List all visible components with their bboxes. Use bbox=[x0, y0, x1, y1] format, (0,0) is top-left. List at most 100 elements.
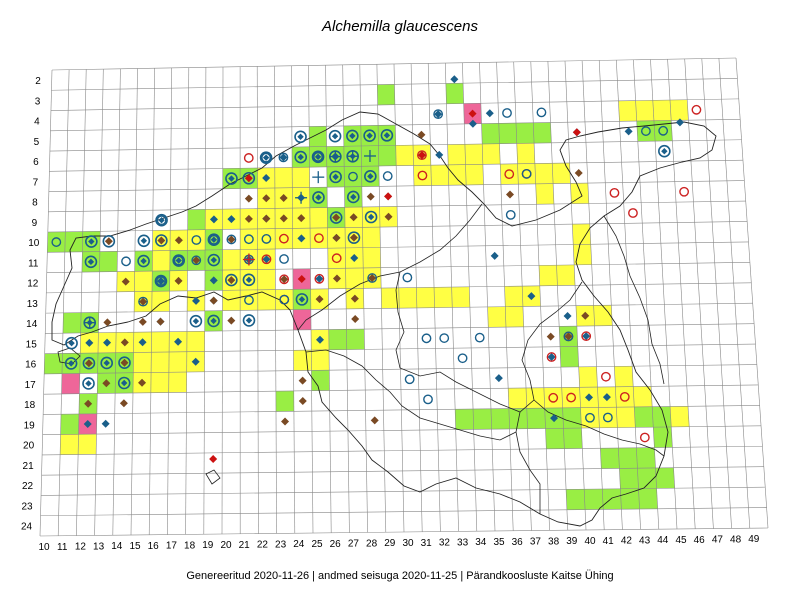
grid-line-v bbox=[148, 68, 155, 535]
row-label: 10 bbox=[28, 238, 40, 249]
grid-line-v bbox=[667, 59, 696, 529]
cell-yellow bbox=[447, 144, 466, 165]
diamond-brown-symbol bbox=[350, 294, 359, 303]
circle-red-symbol bbox=[639, 432, 650, 443]
cell-yellow bbox=[152, 250, 171, 272]
circle-blue-symbol bbox=[121, 256, 131, 267]
cell-yellow bbox=[222, 249, 241, 271]
cell-green bbox=[584, 489, 604, 510]
diamond-brown-symbol bbox=[564, 332, 573, 341]
inner-border-5 bbox=[305, 349, 517, 441]
grid-line-v bbox=[185, 67, 190, 535]
circle-diamond-symbol bbox=[172, 254, 186, 267]
column-label: 10 bbox=[38, 542, 50, 553]
diamond-blue-symbol bbox=[316, 335, 325, 344]
circle-blue-symbol bbox=[226, 234, 237, 245]
circle-diamond-symbol bbox=[346, 190, 360, 204]
diamond-blue-symbol bbox=[450, 75, 459, 84]
cell-green bbox=[328, 329, 347, 350]
diamond-brown-symbol bbox=[227, 276, 236, 285]
inner-border-4 bbox=[515, 411, 541, 514]
row-label: 8 bbox=[32, 198, 38, 209]
circle-diamond-symbol bbox=[137, 234, 151, 248]
diamond-brown-symbol bbox=[139, 297, 148, 306]
circle-blue-symbol bbox=[191, 235, 202, 245]
row-label: 18 bbox=[24, 400, 36, 411]
cell-yellow bbox=[257, 228, 276, 250]
circle-blue-symbol bbox=[474, 332, 485, 343]
cell-yellow bbox=[570, 183, 589, 204]
cell-green bbox=[618, 447, 638, 469]
diamond-blue-symbol bbox=[602, 393, 611, 402]
cell-yellow bbox=[670, 406, 690, 427]
cell-yellow bbox=[500, 163, 519, 185]
cell-yellow bbox=[487, 306, 506, 328]
circle-blue-symbol bbox=[279, 254, 289, 264]
grid-line-h bbox=[45, 302, 753, 314]
cell-yellow bbox=[416, 287, 435, 308]
row-label: 6 bbox=[33, 157, 39, 168]
cell-green bbox=[602, 488, 622, 510]
circle-red-symbol bbox=[679, 186, 690, 197]
column-label: 17 bbox=[166, 541, 178, 552]
circle-diamond-symbol bbox=[312, 191, 325, 204]
circle-diamond-symbol bbox=[364, 210, 378, 224]
grid-line-v bbox=[427, 63, 441, 532]
diamond-brown-symbol bbox=[417, 130, 426, 139]
diamond-blue-symbol bbox=[315, 274, 324, 283]
grid-line-v bbox=[410, 63, 423, 532]
cell-green bbox=[62, 312, 82, 334]
diamond-blue-symbol bbox=[227, 215, 236, 224]
diamond-red-symbol bbox=[417, 151, 426, 160]
plus-blue-symbol bbox=[295, 191, 308, 204]
diamond-brown-symbol bbox=[280, 275, 289, 284]
grid-line-h bbox=[40, 507, 767, 517]
cell-yellow bbox=[311, 349, 330, 371]
cell-yellow bbox=[274, 167, 293, 189]
column-label: 32 bbox=[439, 538, 451, 549]
diamond-brown-symbol bbox=[104, 237, 113, 246]
lake-outline bbox=[603, 215, 665, 385]
circle-blue-symbol bbox=[348, 171, 358, 182]
diamond-brown-symbol bbox=[546, 332, 555, 341]
cell-green bbox=[634, 406, 654, 428]
column-label: 19 bbox=[202, 540, 214, 551]
circle-diamond-symbol bbox=[82, 377, 95, 390]
column-label: 26 bbox=[330, 539, 342, 550]
cell-green bbox=[636, 447, 656, 469]
grid-line-h bbox=[50, 98, 739, 111]
plus-blue-symbol bbox=[83, 316, 96, 329]
cell-green bbox=[508, 408, 528, 429]
coastline-outline bbox=[51, 111, 717, 527]
diamond-brown-symbol bbox=[120, 358, 129, 367]
cell-yellow bbox=[430, 164, 449, 186]
diamond-brown-symbol bbox=[244, 194, 253, 203]
plus-blue-symbol bbox=[329, 150, 342, 163]
circle-diamond-symbol bbox=[207, 233, 221, 247]
diamond-red-symbol bbox=[297, 275, 306, 284]
diamond-brown-symbol bbox=[281, 417, 290, 426]
column-label: 20 bbox=[220, 540, 232, 551]
circle-red-symbol bbox=[279, 274, 290, 285]
cell-yellow bbox=[572, 223, 591, 245]
circle-blue-symbol bbox=[191, 255, 202, 266]
circle-diamond-symbol bbox=[207, 253, 221, 267]
grid-line-v bbox=[496, 62, 514, 531]
diamond-brown-symbol bbox=[138, 317, 147, 326]
cell-yellow bbox=[309, 207, 328, 229]
cell-green bbox=[187, 209, 206, 230]
circle-diamond-symbol bbox=[346, 129, 359, 143]
column-label: 18 bbox=[184, 540, 196, 551]
column-label: 12 bbox=[75, 542, 87, 553]
column-label: 34 bbox=[475, 537, 487, 548]
cell-yellow bbox=[151, 331, 170, 353]
row-label: 12 bbox=[27, 279, 39, 290]
cell-yellow bbox=[275, 289, 294, 310]
grid-line-v bbox=[684, 58, 714, 529]
circle-diamond-symbol bbox=[259, 151, 273, 164]
circle-blue-symbol bbox=[51, 237, 62, 247]
diamond-brown-symbol bbox=[138, 378, 147, 387]
cell-yellow bbox=[504, 286, 523, 307]
grid-line-h bbox=[41, 486, 766, 496]
